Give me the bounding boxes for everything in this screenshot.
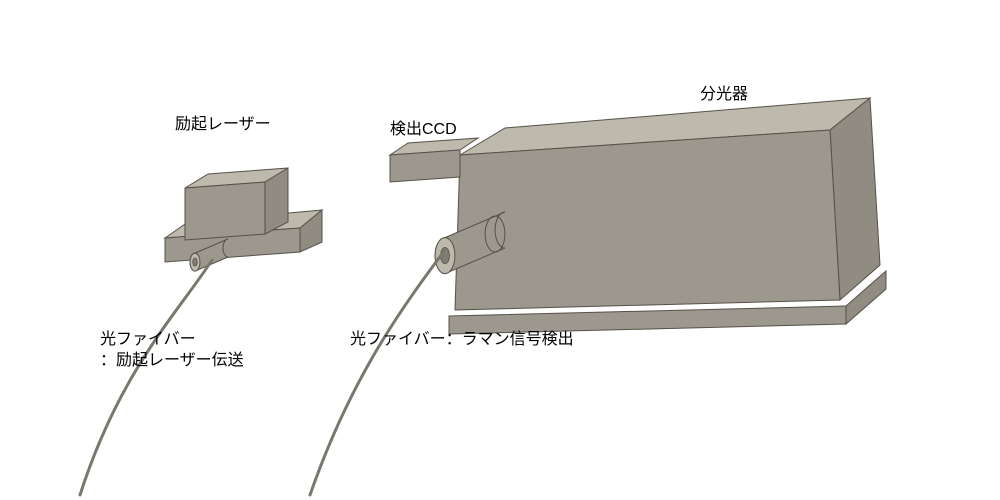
label-spectrometer: 分光器 [700, 85, 748, 106]
label-laser: 励起レーザー [175, 115, 271, 136]
label-ccd: 検出CCD [390, 120, 457, 141]
label-fiber_left: 光ファイバー ：励起レーザー伝送 [100, 330, 244, 372]
label-fiber_right: 光ファイバー：ラマン信号検出 [350, 330, 574, 351]
